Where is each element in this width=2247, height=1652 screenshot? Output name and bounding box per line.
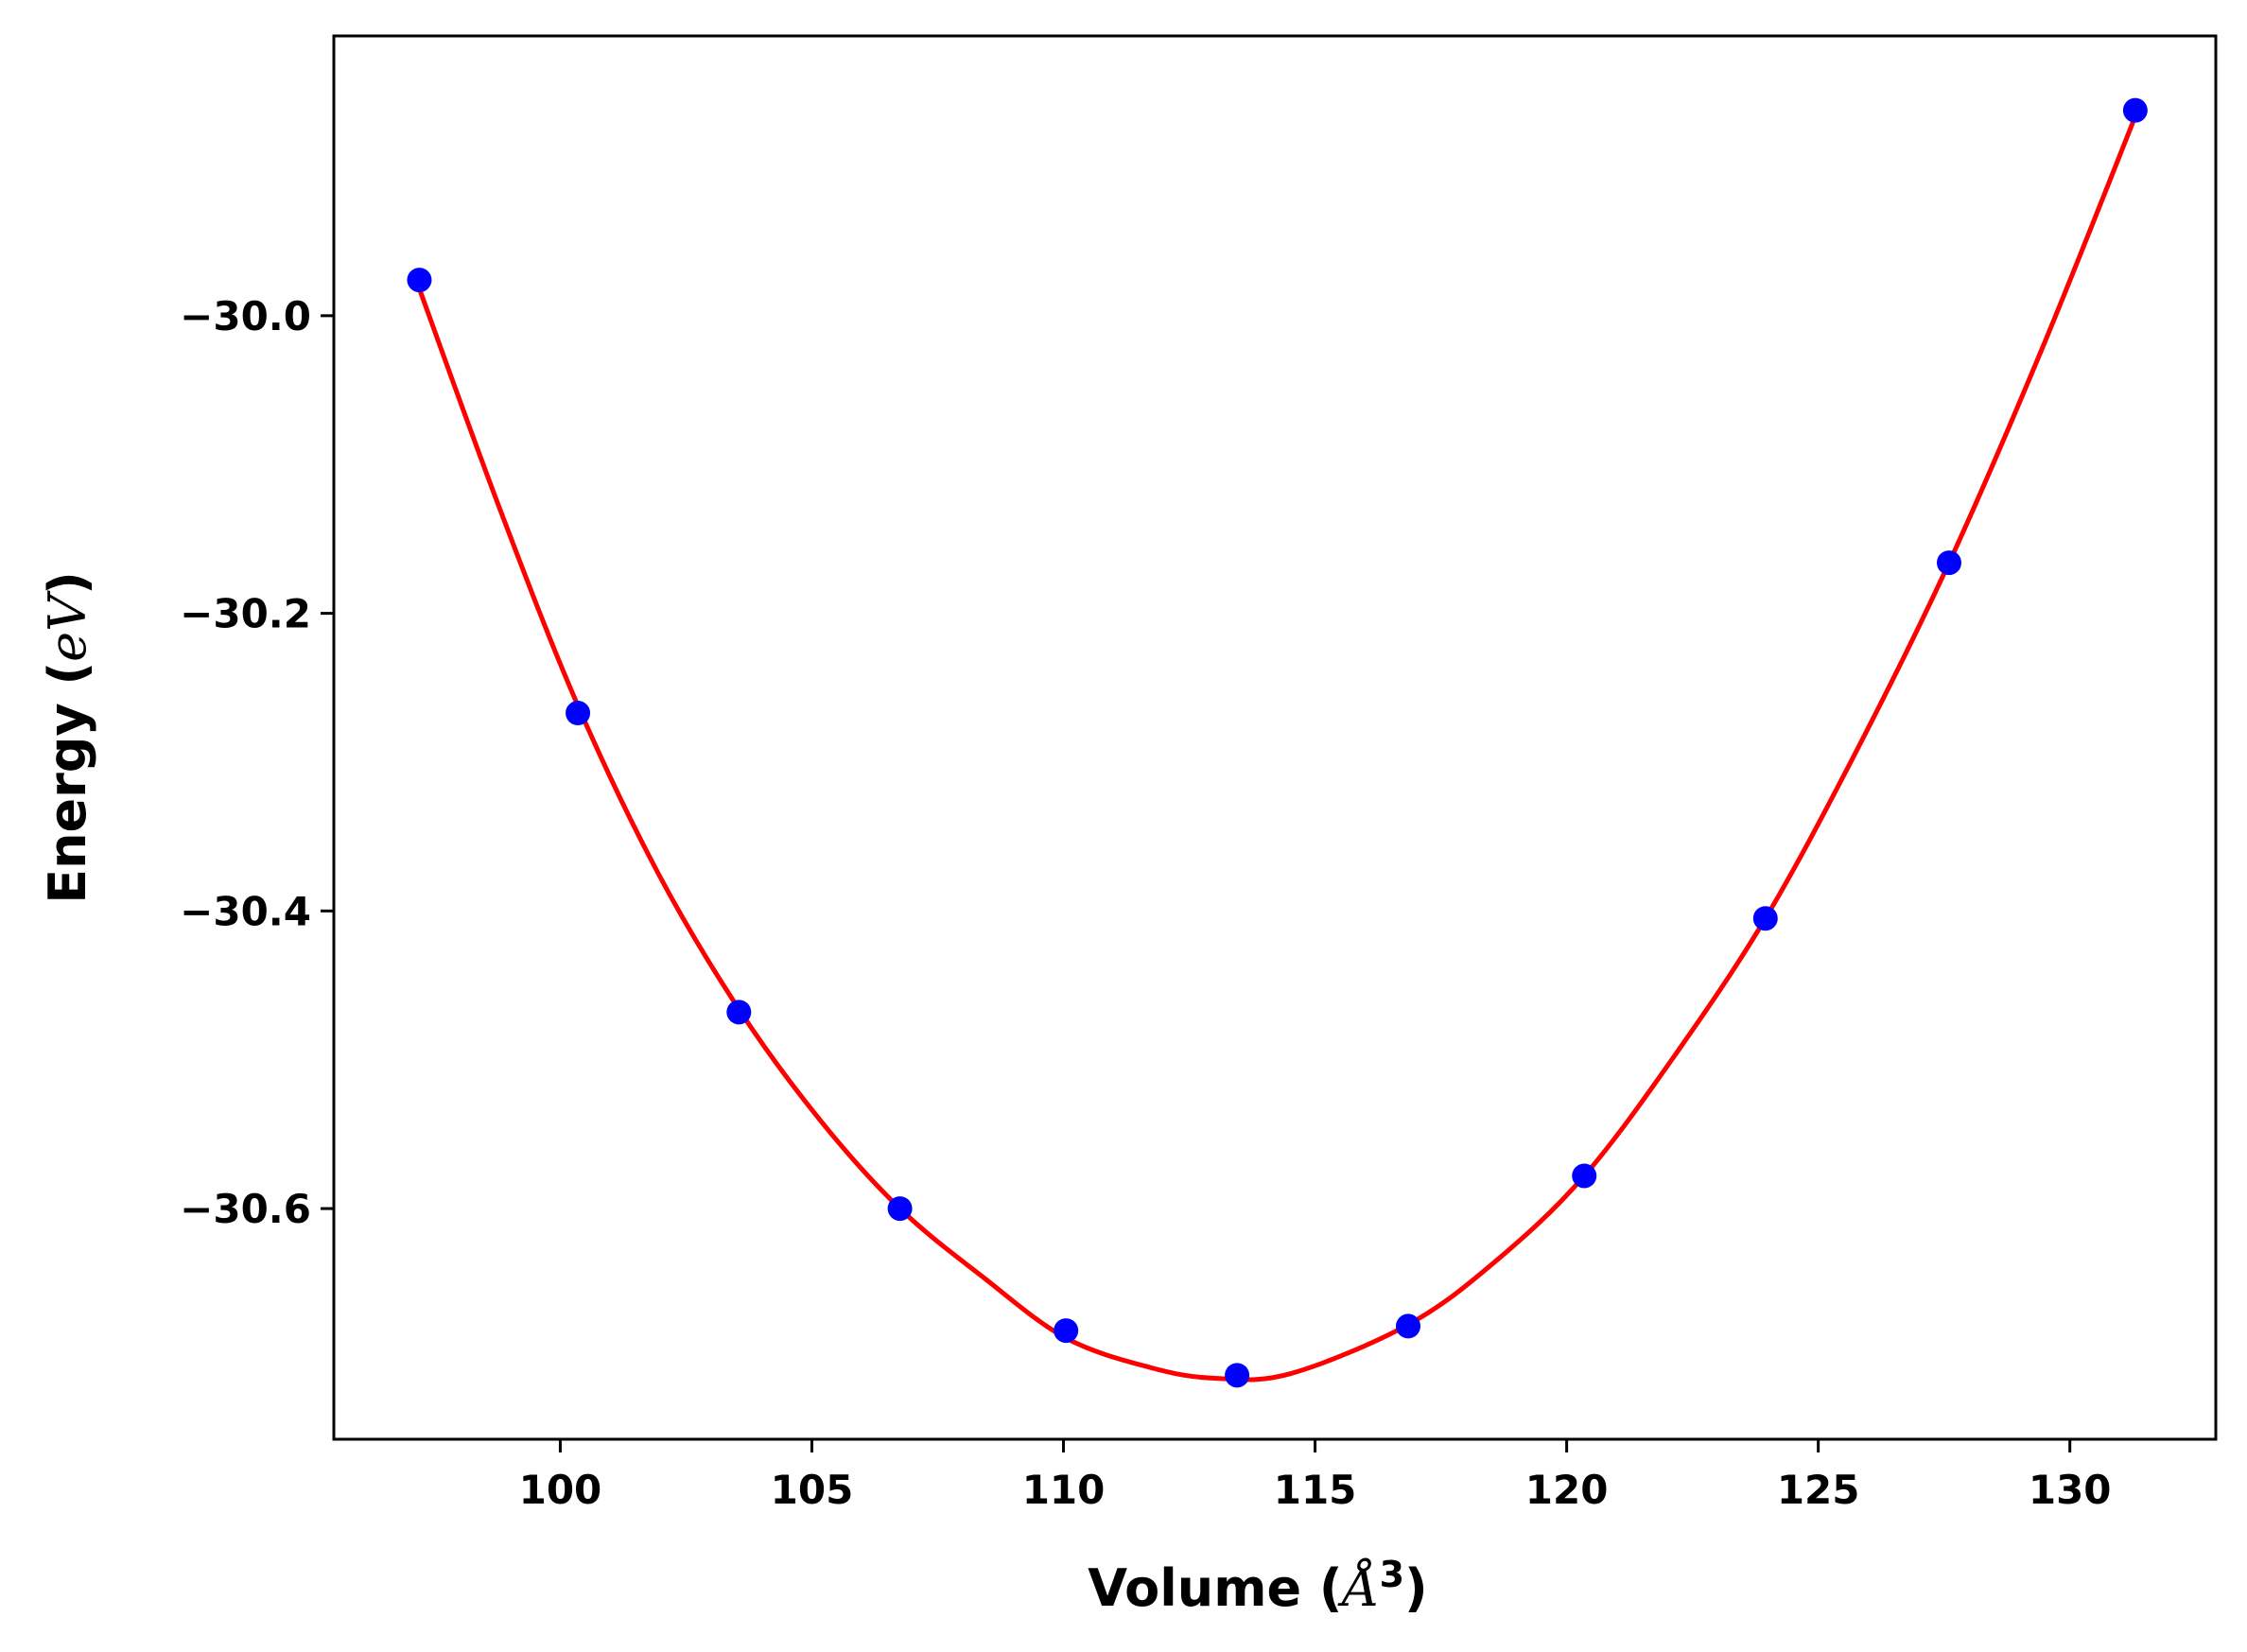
data-point [1752, 906, 1778, 931]
y-tick-label: −30.2 [180, 591, 311, 637]
x-axis-label: Volume (Å3) [1088, 1554, 1427, 1618]
data-point [566, 701, 591, 726]
y-axis-ticks: −30.0 −30.2 −30.4 −30.6 [180, 293, 334, 1232]
data-point [887, 1196, 913, 1222]
x-tick-label: 115 [1274, 1467, 1357, 1513]
x-tick-label: 110 [1022, 1467, 1106, 1513]
data-point [726, 1000, 752, 1025]
x-tick-label: 100 [519, 1467, 602, 1513]
data-point [1936, 550, 1961, 576]
plot-area [332, 34, 2218, 1441]
x-tick-label: 125 [1777, 1467, 1860, 1513]
data-point [407, 268, 432, 293]
data-point [1396, 1313, 1421, 1339]
x-axis-ticks: 100 105 110 115 120 125 130 [519, 1439, 2112, 1513]
x-tick-label: 120 [1525, 1467, 1609, 1513]
y-tick-label: −30.4 [180, 888, 311, 934]
data-point [1054, 1318, 1079, 1344]
y-tick-label: −30.0 [180, 293, 311, 339]
x-tick-label: 130 [2029, 1467, 2112, 1513]
y-tick-label: −30.6 [180, 1186, 311, 1232]
data-point [1572, 1163, 1597, 1189]
data-point [1225, 1363, 1250, 1388]
data-point [2122, 97, 2148, 123]
x-tick-label: 105 [771, 1467, 854, 1513]
y-axis-label: Energy (eV) [38, 571, 97, 904]
data-points [407, 97, 2148, 1388]
